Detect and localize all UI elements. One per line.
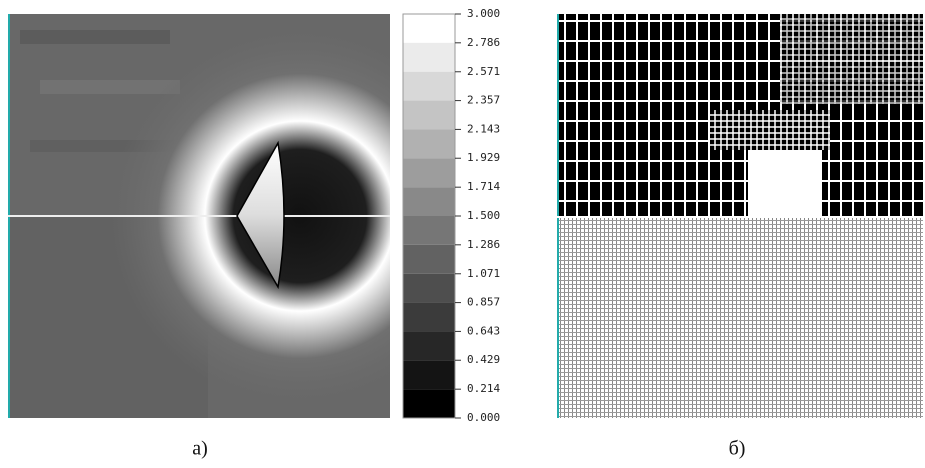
- tick-label: 2.571: [467, 65, 500, 78]
- tick-label: 0.214: [467, 382, 500, 395]
- color-band: [403, 158, 455, 187]
- color-band: [403, 303, 455, 332]
- tick-label: 2.143: [467, 122, 500, 135]
- panel-label: б): [729, 438, 746, 460]
- tick-label: 1.286: [467, 238, 500, 251]
- tick-label: 2.786: [467, 36, 500, 49]
- color-band: [403, 216, 455, 245]
- color-band: [403, 14, 455, 43]
- color-band: [403, 274, 455, 303]
- color-band: [403, 129, 455, 158]
- color-band: [403, 187, 455, 216]
- color-band: [403, 101, 455, 130]
- figure: 3.000 2.786 2.571 2.357 2.143 1.929 1.714 1.500…: [0, 0, 925, 468]
- tick-label: 2.357: [467, 94, 500, 107]
- tick-label: 0.429: [467, 353, 500, 366]
- tick-label: 1.071: [467, 267, 500, 280]
- tick-label: 0.000: [467, 411, 500, 424]
- tick-label: 1.714: [467, 180, 500, 193]
- tick-label: 0.857: [467, 296, 500, 309]
- density-field: [8, 14, 390, 418]
- panel-label: а): [192, 438, 208, 460]
- tick-label: 1.500: [467, 209, 500, 222]
- color-band: [403, 360, 455, 389]
- page: 3.000 2.786 2.571 2.357 2.143 1.929 1.714 1.500…: [0, 0, 925, 468]
- tick-label: 1.929: [467, 151, 500, 164]
- color-band: [403, 245, 455, 274]
- color-band: [403, 72, 455, 101]
- colorbar: 3.000 2.786 2.571 2.357 2.143 1.929 1.714 1.500…: [403, 7, 500, 424]
- tick-label: 3.000: [467, 7, 500, 20]
- tick-label: 0.643: [467, 324, 500, 337]
- color-band: [403, 331, 455, 360]
- color-band: [403, 43, 455, 72]
- color-band: [403, 389, 455, 418]
- mesh: [557, 14, 923, 418]
